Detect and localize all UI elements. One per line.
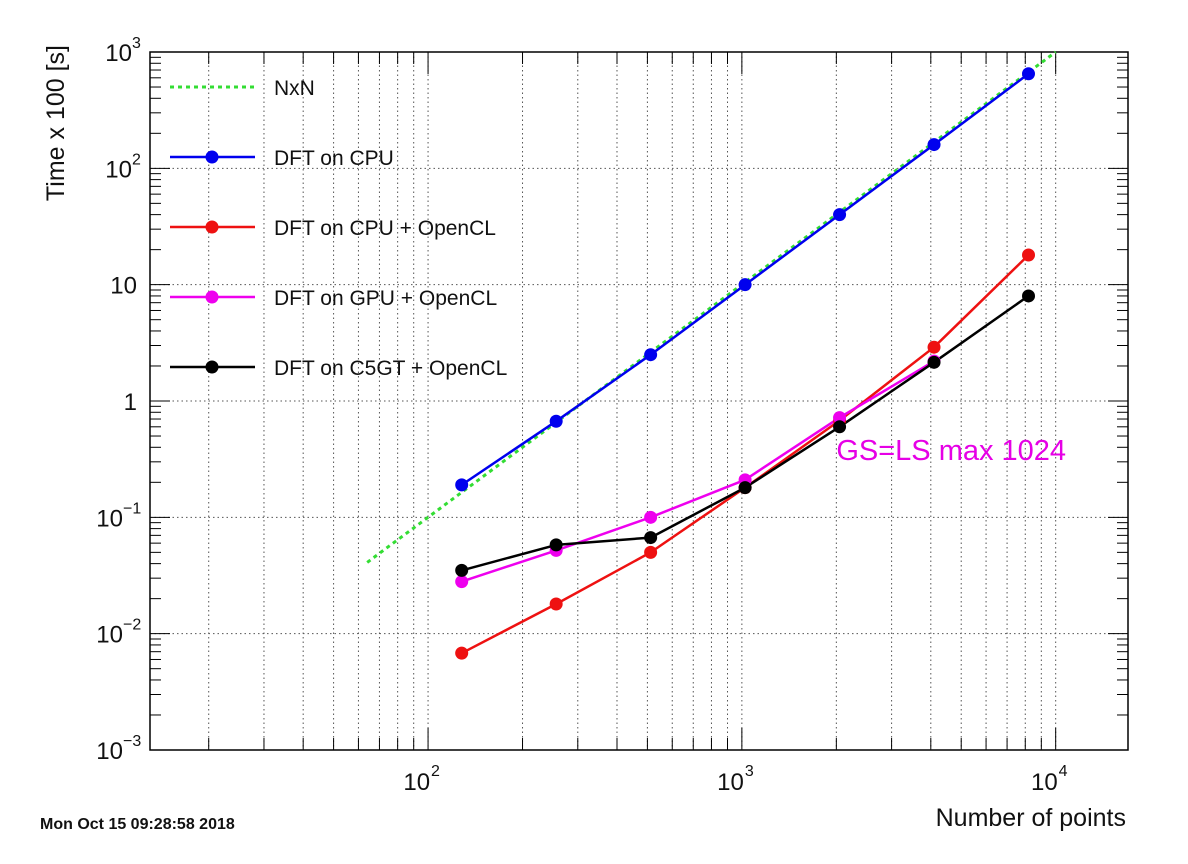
data-point [455,563,469,577]
x-tick-label: 10 [403,769,430,796]
y-tick-label: 10 [96,738,123,765]
axis-ticks [150,51,1128,751]
data-point [644,510,658,524]
legend-label: DFT on GPU + OpenCL [274,287,497,310]
data-point [927,138,941,152]
series-line-3 [461,360,935,583]
x-tick-exponent: 4 [1059,763,1068,780]
legend-label: DFT on C5GT + OpenCL [274,357,507,380]
data-point [833,411,847,425]
data-point [549,538,563,552]
y-tick-label: 10 [105,40,132,67]
data-point [1022,248,1036,262]
data-point [455,478,469,492]
data-point [644,531,658,545]
datestamp: Mon Oct 15 09:28:58 2018 [40,816,235,833]
legend-swatch-marker [205,220,219,234]
x-tick-exponent: 2 [431,763,440,780]
x-tick-label: 10 [1031,769,1058,796]
series-points [455,67,1036,660]
y-tick-exponent: −2 [123,617,141,634]
y-tick-exponent: 2 [132,151,141,168]
data-point [927,340,941,354]
legend-swatch-marker [205,290,219,304]
data-point [644,545,658,559]
data-point [455,646,469,660]
y-tick-label: 10 [110,273,137,300]
y-tick-exponent: 3 [132,35,141,52]
data-point [549,414,563,428]
y-tick-label: 10 [96,622,123,649]
data-point [455,575,469,589]
data-point [738,481,752,495]
y-tick-label: 10 [96,505,123,532]
data-point [833,208,847,222]
y-tick-exponent: −3 [123,733,141,750]
data-point [549,597,563,611]
legend-label: NxN [274,77,315,100]
y-tick-label: 1 [124,389,137,416]
legend-label: DFT on CPU + OpenCL [274,217,496,240]
data-point [833,420,847,434]
series-line-0 [366,50,1057,564]
legend-swatch-marker [205,360,219,374]
legend-swatch-marker [205,150,219,164]
y-tick-exponent: −1 [123,500,141,517]
y-tick-label: 10 [105,156,132,183]
x-tick-exponent: 3 [745,763,754,780]
legend: NxN DFT on CPU DFT on CPU + OpenCL DFT on G… [170,77,507,380]
x-tick-label: 10 [717,769,744,796]
data-point [1022,289,1036,303]
annotation: GS=LS max 1024 [836,435,1066,467]
y-axis-label: Time x 100 [s] [42,45,70,201]
grid [149,51,1129,751]
data-point [1022,67,1036,81]
data-point [927,355,941,369]
legend-label: DFT on CPU [274,147,394,170]
data-point [738,278,752,292]
data-point [644,348,658,362]
x-axis-label: Number of points [936,804,1126,832]
